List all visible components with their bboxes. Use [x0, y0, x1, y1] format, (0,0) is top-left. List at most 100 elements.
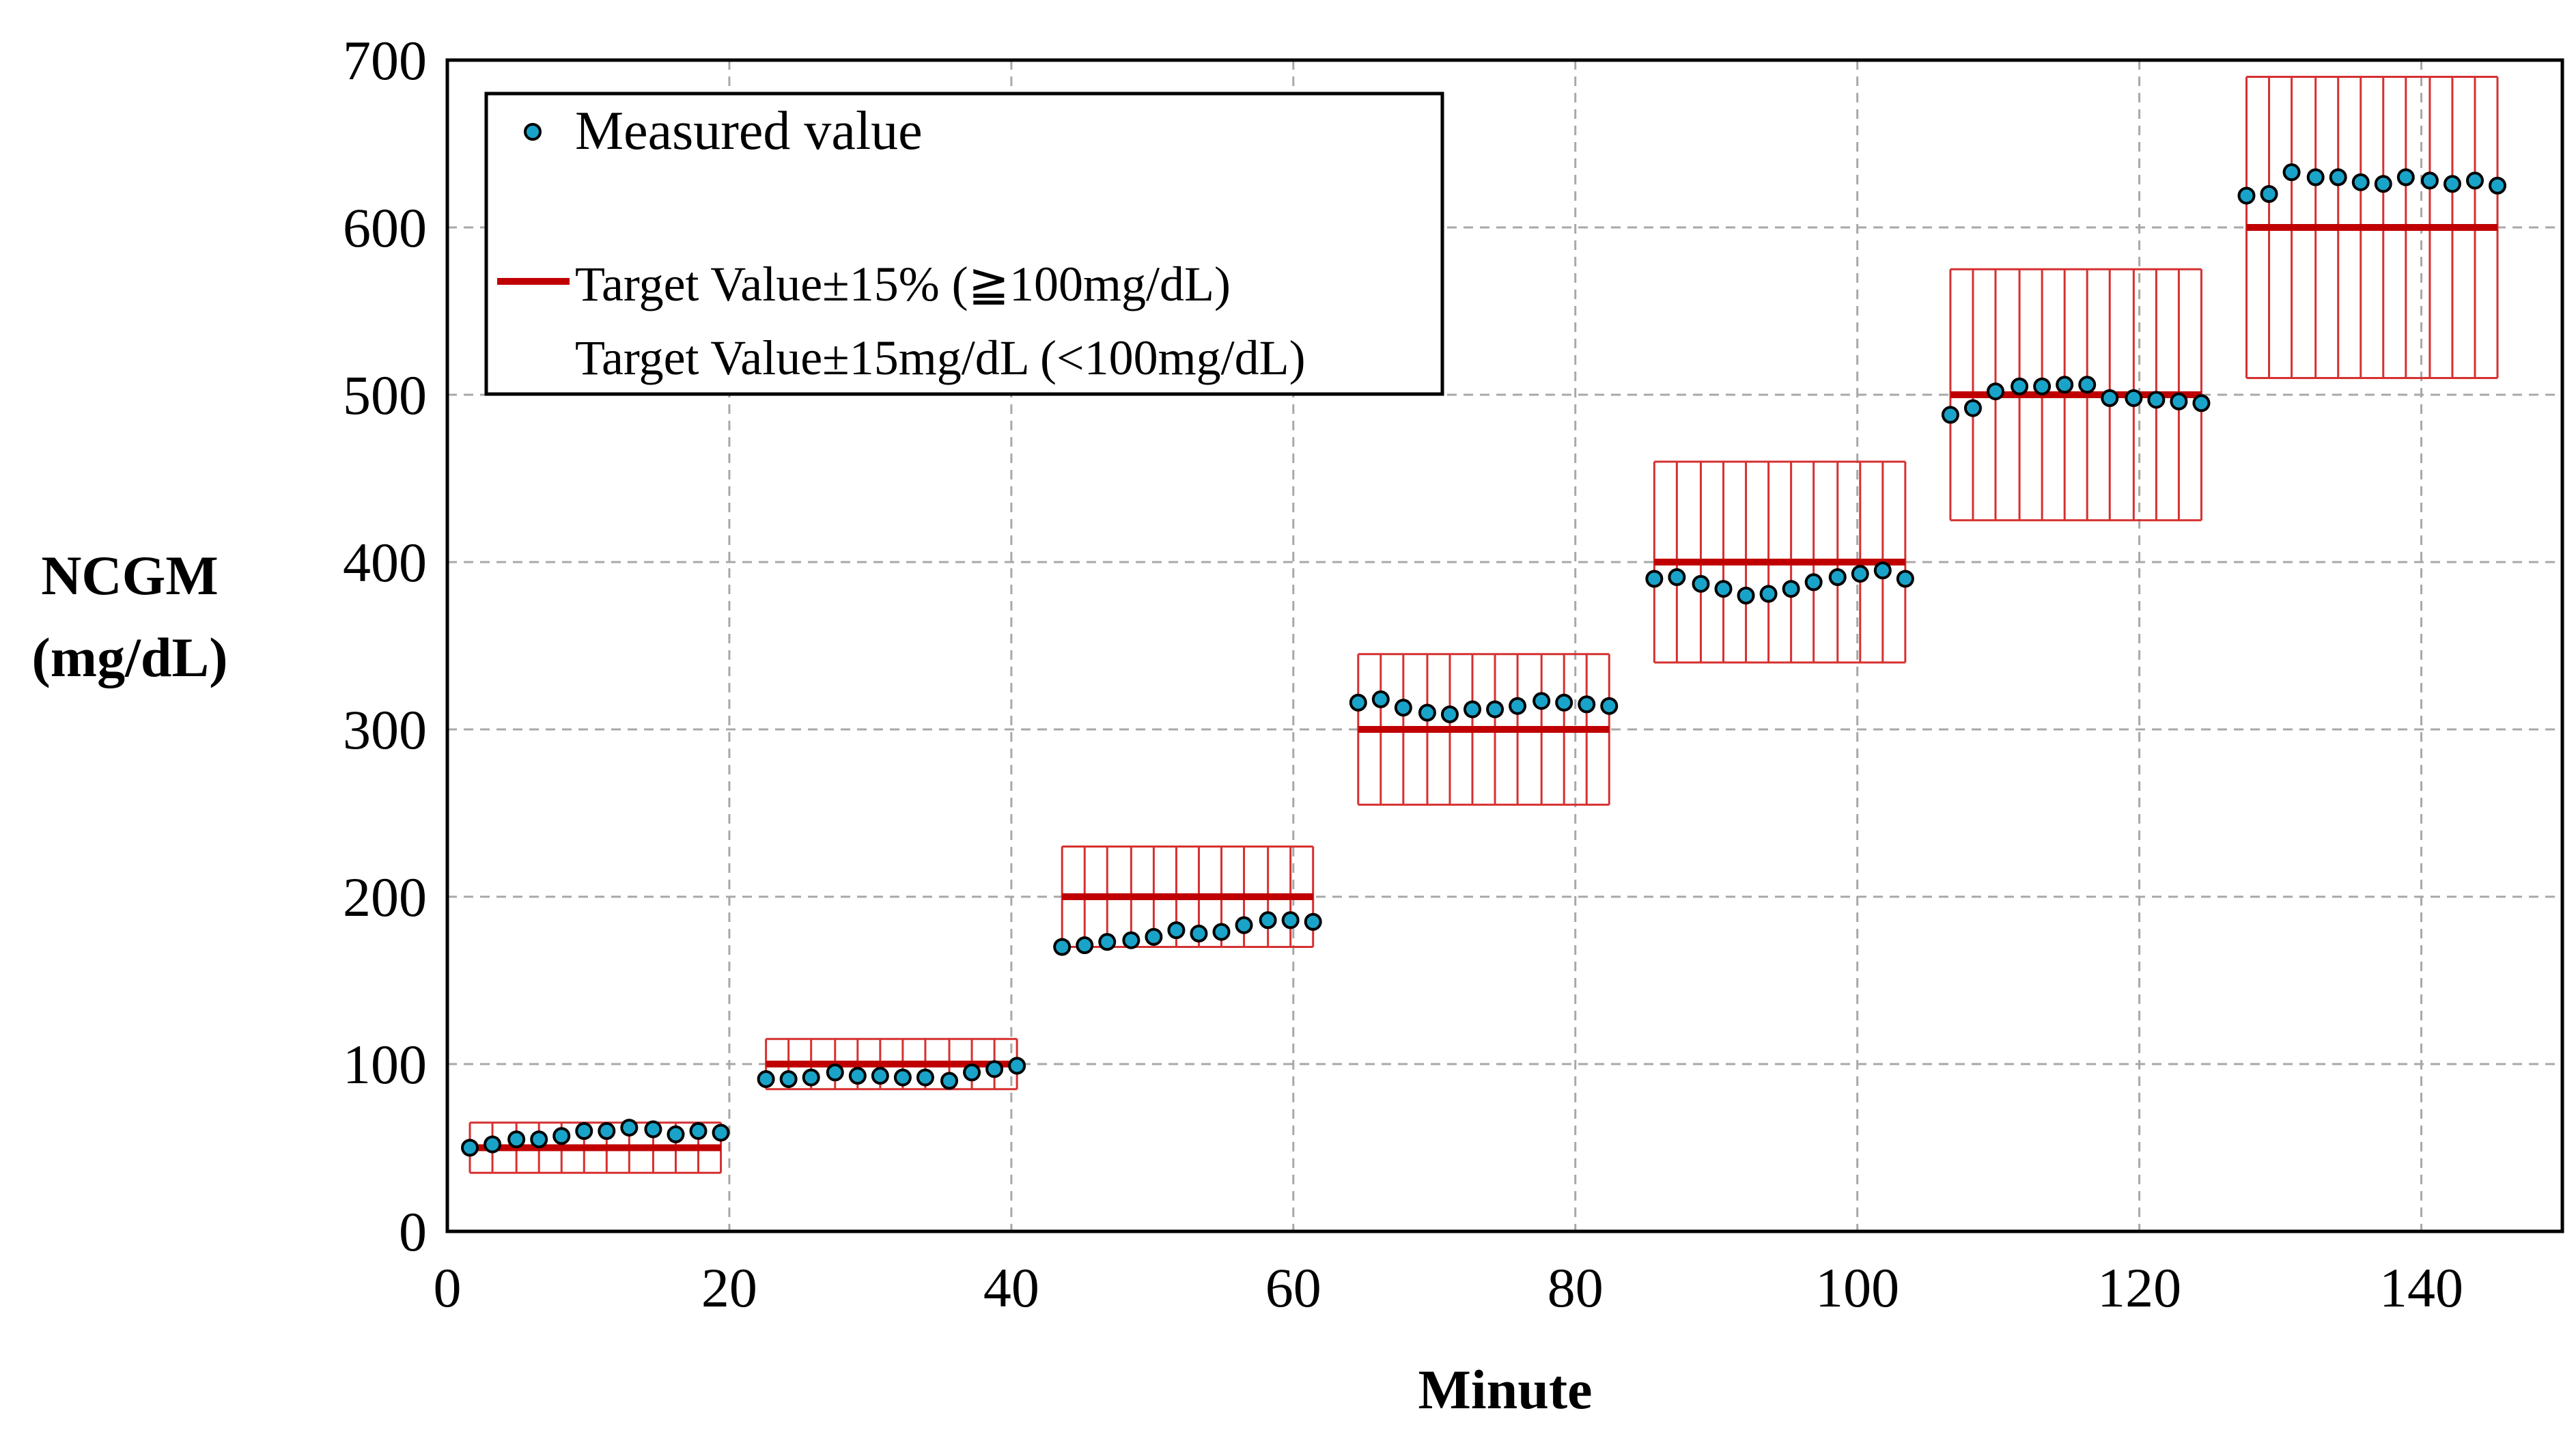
data-point — [1418, 703, 1436, 722]
data-point — [644, 1120, 662, 1138]
data-point — [2351, 173, 2370, 191]
x-tick-label: 0 — [434, 1257, 462, 1319]
data-point — [1600, 697, 1619, 715]
data-point — [1008, 1057, 1026, 1075]
data-point — [1212, 923, 1231, 941]
y-tick-labels: 0 100 200 300 400 500 600 700 — [343, 29, 427, 1263]
legend-marker-icon — [524, 123, 542, 141]
data-point — [1098, 933, 1117, 951]
data-point — [1167, 921, 1186, 939]
data-point — [1782, 580, 1800, 598]
y-axis-label-line1: NCGM — [41, 544, 219, 606]
x-axis-label: Minute — [1418, 1358, 1592, 1421]
data-point — [1896, 570, 1914, 588]
data-point — [1440, 705, 1459, 723]
data-point — [2147, 391, 2166, 409]
data-point — [985, 1060, 1004, 1078]
data-point — [1281, 911, 1300, 930]
data-point — [826, 1063, 844, 1082]
data-point — [2192, 394, 2211, 413]
data-point — [2011, 377, 2029, 395]
data-point — [1941, 406, 1959, 424]
data-point — [1304, 912, 1322, 931]
data-point — [848, 1067, 867, 1085]
data-point — [1692, 574, 1710, 593]
y-tick-label: 200 — [343, 866, 427, 928]
x-tick-label: 100 — [1815, 1257, 1899, 1319]
data-point — [1509, 697, 1527, 715]
data-point — [2125, 389, 2143, 407]
data-point — [1851, 565, 1869, 583]
data-point — [530, 1130, 548, 1149]
data-point — [1578, 695, 1596, 714]
y-tick-label: 400 — [343, 531, 427, 593]
data-point — [2420, 171, 2439, 190]
x-tick-label: 20 — [701, 1257, 757, 1319]
data-point — [1190, 924, 1208, 942]
data-point — [1804, 573, 1823, 591]
data-point — [1053, 938, 1072, 956]
data-point — [2101, 389, 2119, 407]
y-tick-label: 500 — [343, 364, 427, 426]
data-point — [1394, 699, 1412, 717]
data-point — [552, 1127, 571, 1145]
data-point — [1122, 931, 1140, 949]
data-point — [1532, 692, 1551, 710]
data-point — [1987, 382, 2005, 401]
legend-target-label-line2: Target Value±15mg/dL (<100mg/dL) — [575, 331, 1306, 385]
data-point — [2489, 176, 2507, 195]
legend-box — [484, 92, 1444, 396]
legend-target-label-line1: Target Value±15% (≧100mg/dL) — [575, 257, 1231, 311]
data-point — [779, 1070, 798, 1089]
data-point — [2078, 376, 2097, 394]
data-point — [2465, 171, 2484, 190]
data-point — [575, 1122, 593, 1140]
data-point — [712, 1123, 730, 1142]
data-point — [620, 1119, 639, 1137]
data-point — [1759, 585, 1778, 603]
data-point — [2396, 168, 2415, 186]
data-point — [1645, 570, 1664, 588]
data-point — [484, 1135, 502, 1154]
data-point — [2056, 376, 2074, 394]
data-point — [1259, 911, 1277, 930]
data-point — [1873, 561, 1892, 580]
data-point — [1555, 693, 1573, 712]
data-point — [1714, 580, 1733, 598]
data-point — [507, 1130, 526, 1149]
data-point — [1349, 693, 1367, 712]
data-point — [598, 1122, 616, 1140]
data-point — [1486, 700, 1504, 718]
data-point — [940, 1072, 959, 1090]
legend: Measured value Target Value±15% (≧100mg/… — [484, 92, 1444, 396]
x-tick-label: 40 — [983, 1257, 1039, 1319]
x-tick-labels: 0 20 40 60 80 100 120 140 — [434, 1257, 2464, 1319]
data-point — [1464, 700, 1482, 718]
data-point — [2170, 392, 2188, 410]
data-point — [667, 1125, 685, 1143]
data-point — [461, 1138, 479, 1157]
measured-points — [461, 163, 2507, 1157]
data-point — [2374, 175, 2392, 193]
data-point — [871, 1067, 889, 1085]
data-point — [802, 1068, 820, 1087]
data-point — [2260, 185, 2278, 203]
target-lines — [470, 224, 2498, 1151]
y-tick-label: 300 — [343, 699, 427, 761]
x-tick-label: 140 — [2379, 1257, 2463, 1319]
y-tick-label: 700 — [343, 29, 427, 92]
data-point — [2282, 163, 2301, 182]
data-point — [1145, 927, 1163, 946]
data-point — [1737, 587, 1755, 604]
data-point — [1828, 568, 1847, 587]
data-point — [2306, 168, 2325, 186]
plot-area-frame — [445, 58, 2564, 1233]
legend-measured-label: Measured value — [575, 101, 923, 161]
x-tick-label: 80 — [1548, 1257, 1604, 1319]
data-point — [1668, 568, 1686, 587]
data-point — [2443, 175, 2461, 193]
data-point — [1963, 399, 1982, 417]
y-tick-label: 600 — [343, 197, 427, 259]
data-point — [893, 1068, 912, 1087]
